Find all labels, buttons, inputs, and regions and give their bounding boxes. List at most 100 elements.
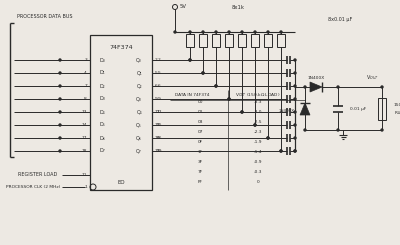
Text: 1N400X: 1N400X [307,76,325,80]
Circle shape [59,124,61,126]
Circle shape [280,150,282,152]
Text: 0: 0 [257,180,259,184]
Circle shape [304,86,306,88]
Circle shape [202,72,204,74]
Circle shape [215,31,217,33]
Text: 12: 12 [156,110,162,114]
Text: -3.3: -3.3 [254,100,262,104]
Circle shape [59,59,61,61]
Circle shape [294,150,296,152]
Text: -1.4: -1.4 [254,150,262,154]
Circle shape [294,98,296,100]
Text: 19: 19 [156,149,162,153]
Circle shape [381,129,383,131]
Bar [199,34,207,47]
Circle shape [215,85,217,87]
Text: 150k: 150k [394,103,400,107]
Circle shape [280,150,282,152]
Text: PROCESSOR DATA BUS: PROCESSOR DATA BUS [17,14,73,20]
Circle shape [337,129,339,131]
Bar [90,35,152,190]
Circle shape [254,31,256,33]
Text: 18: 18 [82,149,87,153]
Circle shape [215,85,217,87]
Circle shape [294,85,296,87]
Text: V$_{OUT}$ (150-kΩ LOAD): V$_{OUT}$ (150-kΩ LOAD) [235,91,281,99]
Circle shape [202,31,204,33]
Circle shape [189,59,191,61]
Text: 0F: 0F [197,140,203,144]
Text: 5: 5 [158,71,160,75]
Text: 00: 00 [197,100,203,104]
Text: 3: 3 [84,58,87,62]
Bar [212,34,220,47]
Text: 5: 5 [155,71,158,75]
Text: 15: 15 [155,123,161,127]
Text: 12: 12 [155,110,160,114]
Text: 03: 03 [197,120,203,124]
Text: D₃: D₃ [100,97,106,101]
Circle shape [267,137,269,139]
Text: 2: 2 [158,58,160,62]
Text: 8: 8 [84,97,87,101]
Text: 6: 6 [158,84,160,88]
Text: D₂: D₂ [100,84,106,88]
Bar [238,34,246,47]
Text: D₇: D₇ [100,148,106,154]
Text: 19: 19 [155,149,160,153]
Circle shape [228,31,230,33]
Text: Q₃: Q₃ [136,97,142,101]
Text: 7: 7 [84,84,87,88]
Circle shape [280,31,282,33]
Text: 8x0.01 μF: 8x0.01 μF [328,17,352,23]
Circle shape [337,86,339,88]
Text: Q₀: Q₀ [136,58,142,62]
Circle shape [294,59,296,61]
Circle shape [381,86,383,88]
Text: D₀: D₀ [100,58,106,62]
Text: D₁: D₁ [100,71,106,75]
Circle shape [254,124,256,126]
Circle shape [241,31,243,33]
Circle shape [174,31,176,33]
Circle shape [294,137,296,139]
Polygon shape [300,103,310,115]
Text: FF: FF [198,180,202,184]
Text: 9: 9 [155,97,158,101]
Bar [277,34,285,47]
Text: -0.3: -0.3 [254,170,262,174]
Text: 16: 16 [156,136,162,140]
Circle shape [241,111,243,113]
Text: 01: 01 [197,110,203,114]
Circle shape [59,98,61,100]
Text: 1N400X: 1N400X [279,109,295,113]
Circle shape [294,150,296,152]
Circle shape [241,111,243,113]
Text: 3F: 3F [197,160,203,164]
Circle shape [228,98,230,100]
Circle shape [189,59,191,61]
Text: 8x1k: 8x1k [232,5,244,11]
Circle shape [228,98,230,100]
Text: 1F: 1F [197,150,203,154]
Text: 2: 2 [155,58,158,62]
Circle shape [294,124,296,126]
Text: 16: 16 [155,136,160,140]
Text: 1: 1 [84,185,87,189]
Circle shape [254,124,256,126]
Bar [186,34,194,47]
Text: EO: EO [117,181,125,185]
Circle shape [267,31,269,33]
Circle shape [267,137,269,139]
Text: -3.0: -3.0 [254,110,262,114]
Text: Q₇: Q₇ [136,148,142,154]
Bar [251,34,259,47]
Circle shape [189,31,191,33]
Circle shape [59,72,61,74]
Text: -2.3: -2.3 [254,130,262,134]
Text: PROCESSOR CLK (2 MHz): PROCESSOR CLK (2 MHz) [6,185,60,189]
Circle shape [59,137,61,139]
Bar [225,34,233,47]
Text: Q₆: Q₆ [136,135,142,140]
Text: 14: 14 [82,123,87,127]
